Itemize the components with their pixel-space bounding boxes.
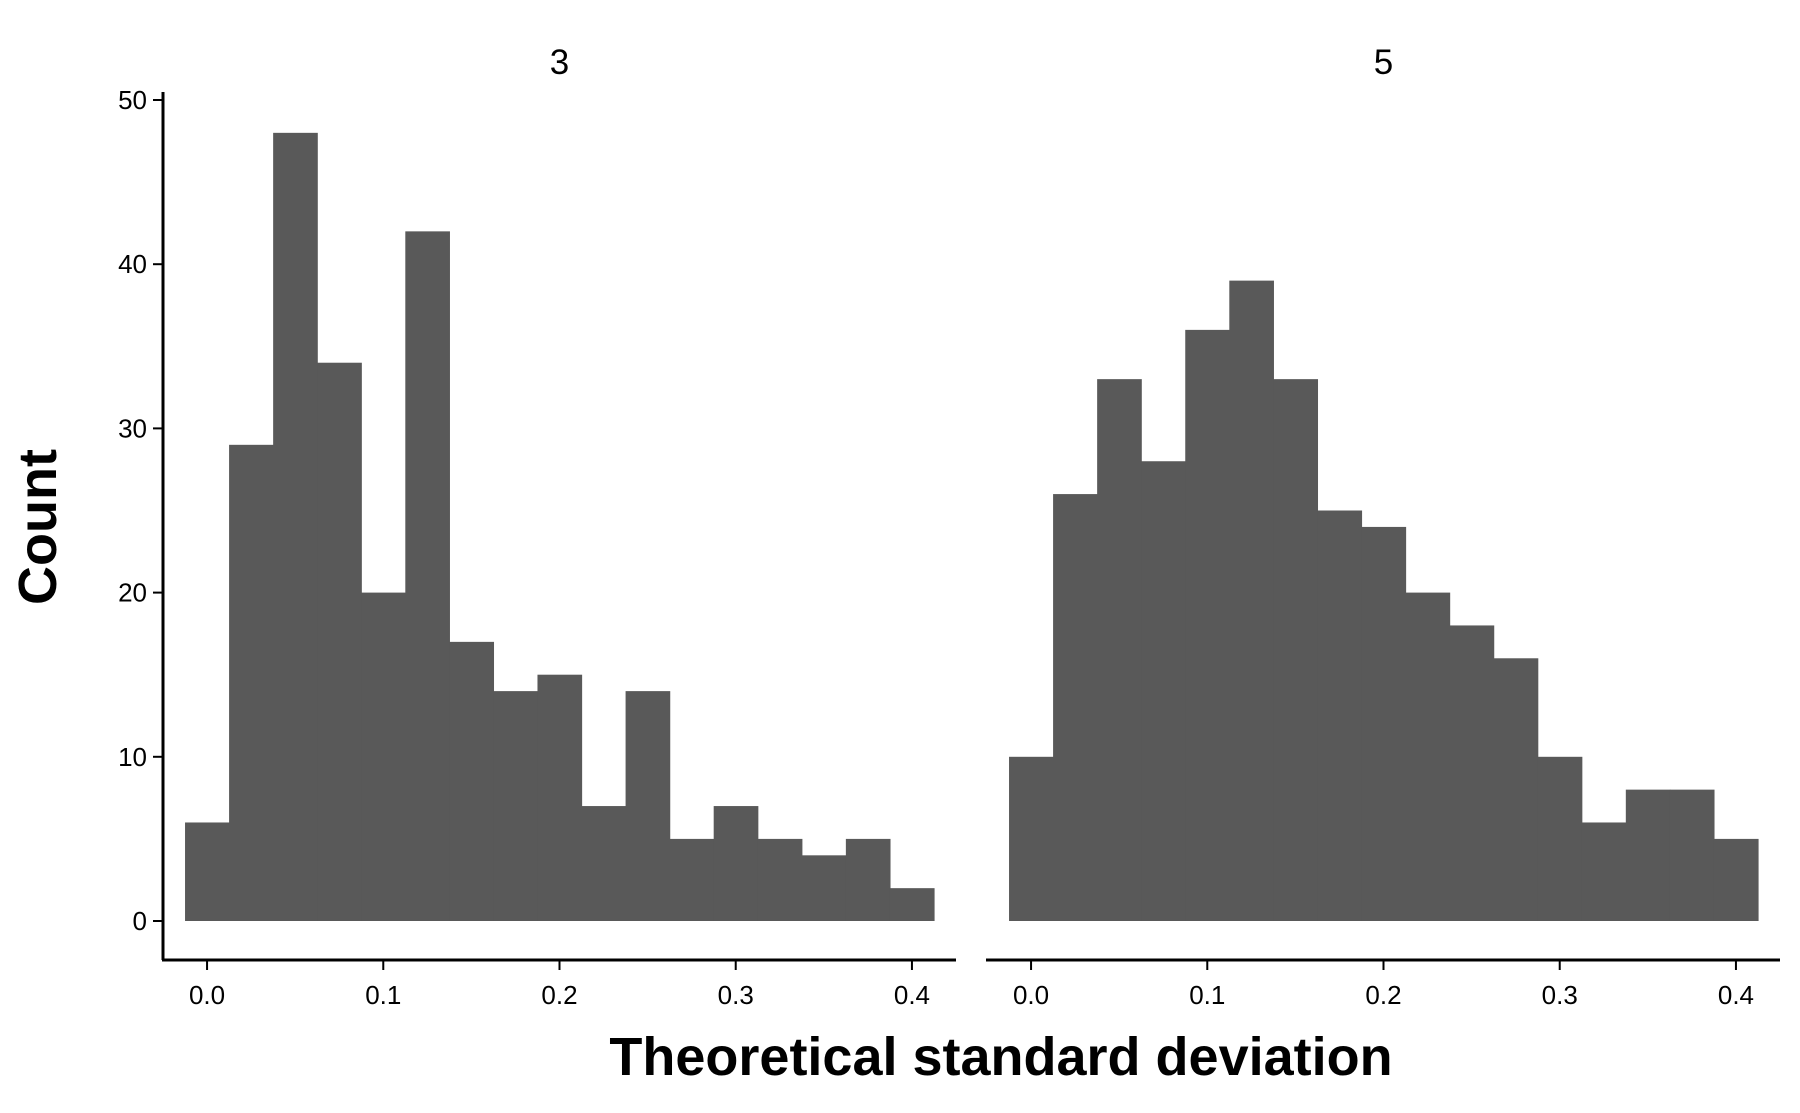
histogram-bar (1141, 461, 1186, 921)
x-tick-label: 0.4 (894, 980, 930, 1010)
y-tick-label: 20 (118, 578, 147, 608)
histogram-bar (845, 838, 891, 921)
x-tick-label: 0.2 (1365, 980, 1401, 1010)
histogram-bar (493, 691, 539, 921)
facet-panel-5: 5 0.0 0.1 0.2 0.3 0.4 (986, 43, 1780, 1010)
y-tick-label: 10 (118, 742, 147, 772)
x-tick-label: 0.3 (718, 980, 754, 1010)
histogram-bar (1405, 592, 1451, 921)
histogram-bar (317, 362, 362, 922)
x-tick-label: 0.3 (1542, 980, 1578, 1010)
histogram-bar (229, 444, 274, 921)
histogram-bar (713, 806, 759, 921)
histogram-bar (889, 888, 935, 921)
histogram-bar (1361, 526, 1407, 921)
histogram-bar (669, 838, 715, 921)
histogram-bar (449, 641, 495, 921)
histogram-bar (581, 806, 627, 921)
histogram-bar (1097, 379, 1142, 921)
y-axis-title-group: Count (8, 449, 68, 605)
histogram-bar (537, 674, 583, 921)
y-tick-label: 40 (118, 249, 147, 279)
histogram-bar (1185, 329, 1230, 921)
histogram-bar (1581, 822, 1627, 921)
histogram-bar (757, 838, 803, 921)
histogram-bar (405, 231, 450, 922)
histogram-bar (1273, 379, 1319, 921)
histogram-bar (1493, 658, 1539, 921)
histogram-bar (801, 855, 847, 921)
histogram-bar (1053, 494, 1098, 921)
histogram-bar (1449, 625, 1495, 921)
histogram-bar (1669, 789, 1715, 921)
histogram-bar (1625, 789, 1671, 921)
x-tick-label: 0.4 (1718, 980, 1754, 1010)
histogram-bar (361, 592, 406, 921)
facet-panel-3: 3 0.0 0.1 0.2 0.3 0.4 (162, 43, 956, 1010)
histogram-bar (1713, 838, 1759, 921)
facet-label: 3 (550, 43, 569, 82)
facet-label: 5 (1374, 43, 1393, 82)
x-tick-label: 0.0 (1013, 980, 1049, 1010)
x-tick-label: 0.0 (189, 980, 225, 1010)
y-tick-label: 0 (133, 906, 147, 936)
y-tick-label: 30 (118, 413, 147, 443)
histogram-bar (1229, 280, 1274, 921)
histogram-bar (1317, 510, 1363, 921)
x-tick-label: 0.2 (541, 980, 577, 1010)
y-tick-label: 50 (118, 85, 147, 115)
histogram-bar (185, 822, 230, 921)
facet-panels: 0 10 20 30 40 50 3 0.0 0.1 0.2 0.3 0.4 5 0.0 0.1 0.2 0.3… (118, 43, 1780, 1010)
x-tick-label: 0.1 (1189, 980, 1225, 1010)
histogram-bar (625, 691, 671, 921)
histogram-bar (1009, 756, 1054, 921)
histogram-bar (273, 132, 318, 922)
y-axis-title: Count (8, 449, 68, 605)
x-tick-label: 0.1 (365, 980, 401, 1010)
histogram-bar (1537, 756, 1583, 921)
x-axis-title: Theoretical standard deviation (609, 1027, 1392, 1087)
